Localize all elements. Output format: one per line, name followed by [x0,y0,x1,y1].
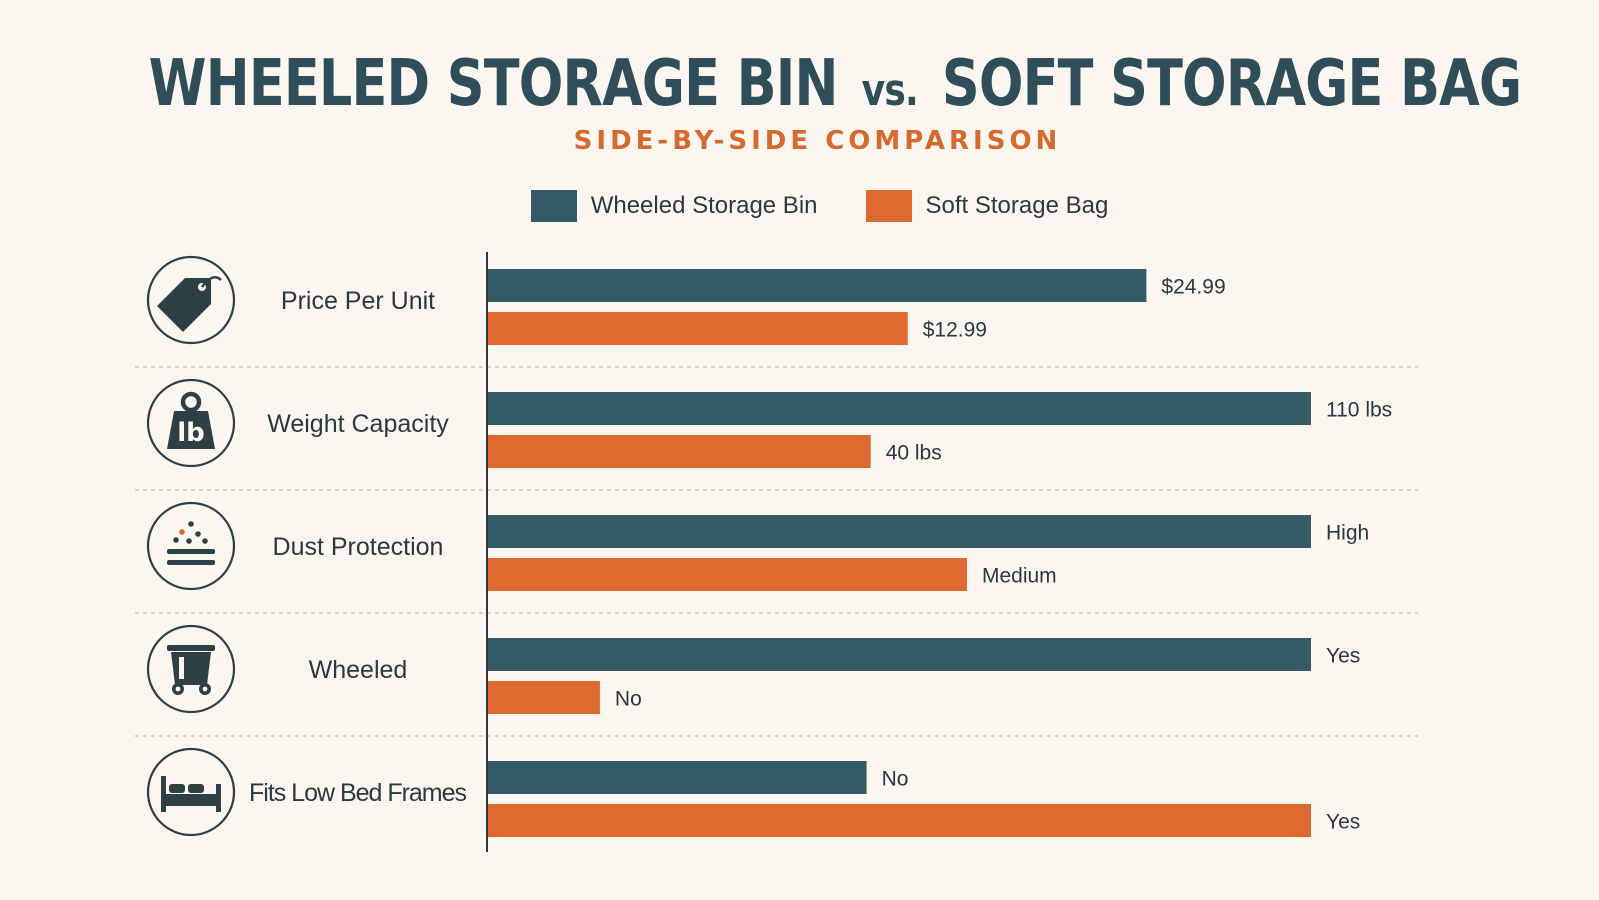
bar-wheeled-bin [488,515,1311,548]
chart-subtitle: SIDE-BY-SIDE COMPARISON [573,126,1062,156]
bar-value-label: $24.99 [1161,276,1225,299]
legend-label-bag: Soft Storage Bag [925,192,1109,219]
wheeled-bin-icon [167,645,215,695]
bar-value-label: Medium [982,565,1057,588]
bar-value-label: $12.99 [923,319,987,342]
icon-circle [146,378,236,468]
bar-value-label: High [1326,522,1369,545]
weight-lb-icon [167,394,215,449]
legend-label-bin: Wheeled Storage Bin [590,192,818,219]
bar-wheeled-bin [488,638,1311,671]
bar-wheeled-bin [488,269,1147,302]
bar-value-label: 110 lbs [1326,399,1392,422]
legend: Wheeled Storage Bin Soft Storage Bag [0,190,1599,222]
icon-circle [146,501,236,591]
bar-soft-bag [488,558,967,591]
legend-swatch-bag [865,190,912,222]
title-vs: vs. [861,65,919,116]
bar-value-label: 40 lbs [886,442,942,465]
category-label: Price Per Unit [281,287,435,315]
icon-circle [146,624,236,714]
category-label: Fits Low Bed Frames [249,779,467,807]
chart-title: WHEELED STORAGE BIN vs. SOFT STORAGE BAG [148,44,1522,131]
bar-value-label: Yes [1326,645,1360,668]
category-label: Wheeled [309,656,408,684]
bar-soft-bag [488,435,871,468]
bar-wheeled-bin [488,392,1311,425]
bar-soft-bag [488,312,908,345]
legend-swatch-bin [530,190,577,222]
bar-value-label: Yes [1326,811,1360,834]
bar-value-label: No [882,768,909,791]
category-label: Dust Protection [273,533,444,561]
price-tag-icon [155,275,223,334]
legend-item-bag: Soft Storage Bag [865,190,1109,222]
bar-value-label: No [615,688,642,711]
legend-item-bin: Wheeled Storage Bin [530,190,818,222]
title-left: WHEELED STORAGE BIN [148,47,839,121]
icon-circle [146,747,236,837]
category-label: Weight Capacity [267,410,449,438]
dust-shield-icon [167,521,215,565]
bed-icon [161,776,221,812]
icon-circle [146,255,236,345]
title-right: SOFT STORAGE BAG [941,47,1522,121]
bar-soft-bag [488,804,1311,837]
bar-wheeled-bin [488,761,867,794]
bar-soft-bag [488,681,600,714]
